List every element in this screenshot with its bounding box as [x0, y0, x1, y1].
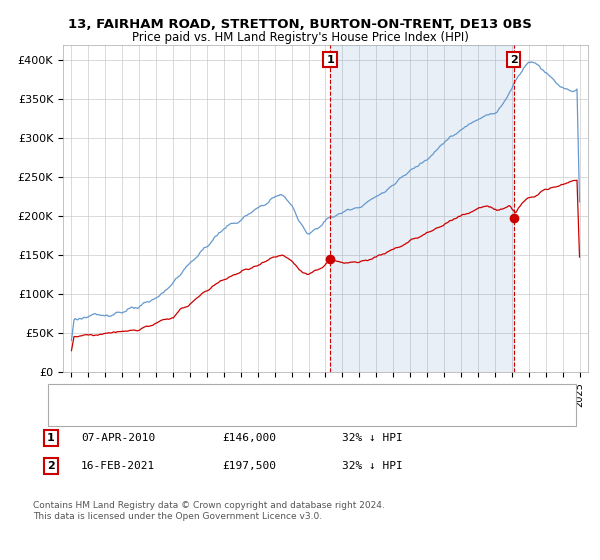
Text: 16-FEB-2021: 16-FEB-2021	[81, 461, 155, 471]
Text: 1: 1	[47, 433, 55, 443]
Text: 32% ↓ HPI: 32% ↓ HPI	[342, 433, 403, 443]
Text: 32% ↓ HPI: 32% ↓ HPI	[342, 461, 403, 471]
Text: ——: ——	[60, 408, 85, 421]
Bar	[330, 45, 514, 372]
Text: 2: 2	[510, 54, 518, 64]
Text: 07-APR-2010: 07-APR-2010	[81, 433, 155, 443]
Text: £197,500: £197,500	[222, 461, 276, 471]
Text: Price paid vs. HM Land Registry's House Price Index (HPI): Price paid vs. HM Land Registry's House …	[131, 31, 469, 44]
Text: 2: 2	[47, 461, 55, 471]
Text: HPI: Average price, detached house, East Staffordshire: HPI: Average price, detached house, East…	[87, 409, 373, 419]
Text: 1: 1	[326, 54, 334, 64]
Text: 13, FAIRHAM ROAD, STRETTON, BURTON-ON-TRENT, DE13 0BS: 13, FAIRHAM ROAD, STRETTON, BURTON-ON-TR…	[68, 18, 532, 31]
Text: ——: ——	[60, 387, 85, 400]
Text: Contains HM Land Registry data © Crown copyright and database right 2024.
This d: Contains HM Land Registry data © Crown c…	[33, 501, 385, 521]
Text: £146,000: £146,000	[222, 433, 276, 443]
Text: 13, FAIRHAM ROAD, STRETTON, BURTON-ON-TRENT, DE13 0BS (detached house): 13, FAIRHAM ROAD, STRETTON, BURTON-ON-TR…	[87, 389, 507, 399]
